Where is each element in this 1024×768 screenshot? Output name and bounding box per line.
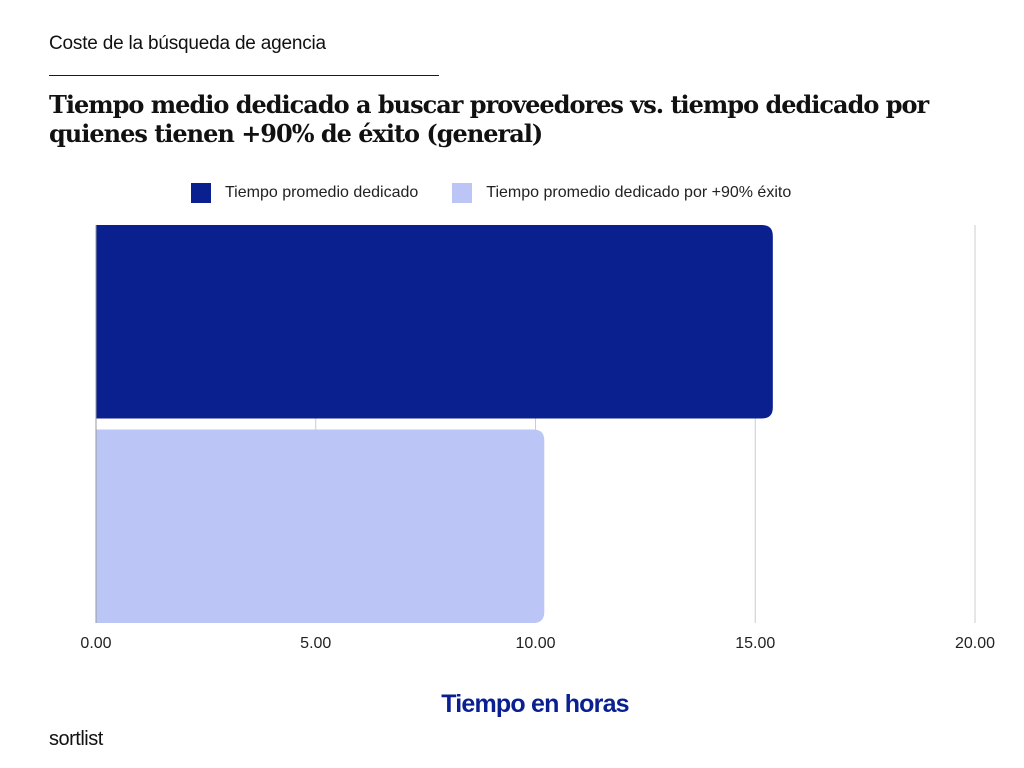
legend-item-series-1: Tiempo promedio dedicado — [191, 183, 418, 203]
x-tick-label-0: 0.00 — [80, 635, 111, 652]
divider — [49, 75, 439, 76]
x-tick-label-1: 5.00 — [300, 635, 331, 652]
chart-kicker: Coste de la búsqueda de agencia — [49, 33, 326, 54]
legend: Tiempo promedio dedicado Tiempo promedio… — [191, 183, 825, 203]
legend-label-series-2: Tiempo promedio dedicado por +90% éxito — [486, 184, 792, 201]
legend-swatch-series-2 — [452, 183, 473, 203]
x-tick-label-4: 20.00 — [955, 635, 995, 652]
legend-swatch-series-1 — [191, 183, 211, 203]
brand-logo: sortlist — [49, 728, 103, 750]
legend-item-series-2: Tiempo promedio dedicado por +90% éxito — [452, 183, 791, 203]
chart-title: Tiempo medio dedicado a buscar proveedor… — [49, 90, 929, 148]
x-axis-title: Tiempo en horas — [441, 690, 629, 718]
x-tick-label-2: 10.00 — [515, 635, 555, 652]
bar-series-2 — [96, 429, 545, 623]
bar-series-1 — [96, 225, 773, 419]
legend-label-series-1: Tiempo promedio dedicado — [225, 184, 419, 201]
x-tick-label-3: 15.00 — [735, 635, 775, 652]
